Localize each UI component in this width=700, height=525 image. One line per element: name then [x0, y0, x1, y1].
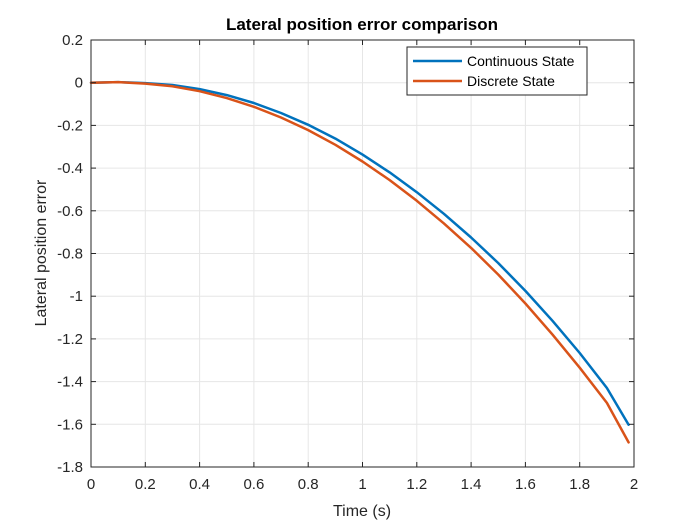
x-tick-label: 0.2: [135, 476, 156, 493]
y-tick-label: -0.4: [57, 160, 83, 177]
y-tick-label: -0.6: [57, 203, 83, 220]
y-tick-label: -1.4: [57, 374, 83, 391]
x-axis-label: Time (s): [333, 503, 391, 520]
chart-title: Lateral position error comparison: [226, 15, 498, 34]
x-tick-label: 0.6: [243, 476, 264, 493]
x-tick-label: 1.8: [569, 476, 590, 493]
series-lines: [89, 80, 630, 444]
legend-label-continuous: Continuous State: [467, 53, 575, 69]
x-tick-label: 0.4: [189, 476, 210, 493]
x-tick-label: 0.8: [298, 476, 319, 493]
series-line-continuous-state: [89, 80, 630, 426]
y-tick-label: -1: [70, 288, 83, 305]
y-axis-label: Lateral position error: [33, 179, 50, 326]
x-tick-label: 2: [630, 476, 638, 493]
ticks: [90, 39, 635, 468]
x-tick-label: 1: [358, 476, 366, 493]
y-tick-label: 0.2: [62, 32, 83, 49]
y-tick-labels: 0.2 0 -0.2 -0.4 -0.6 -0.8 -1 -1.2 -1.4 -1.6 -1.8: [57, 32, 83, 476]
legend-box: [406, 46, 588, 96]
y-tick-label: -0.8: [57, 246, 83, 263]
y-tick-label: -1.8: [57, 459, 83, 476]
legend: Continuous State Discrete State: [406, 46, 588, 96]
series-line-discrete-state: [89, 80, 630, 444]
x-tick-labels: 0 0.2 0.4 0.6 0.8 1 1.2 1.4 1.6 1.8 2: [87, 476, 638, 493]
x-tick-label: 1.2: [406, 476, 427, 493]
y-tick-label: 0: [75, 75, 83, 92]
y-tick-label: -1.6: [57, 416, 83, 433]
x-tick-label: 0: [87, 476, 95, 493]
x-tick-label: 1.6: [515, 476, 536, 493]
legend-label-discrete: Discrete State: [467, 73, 555, 89]
y-tick-label: -1.2: [57, 331, 83, 348]
y-tick-label: -0.2: [57, 117, 83, 134]
x-tick-label: 1.4: [461, 476, 482, 493]
